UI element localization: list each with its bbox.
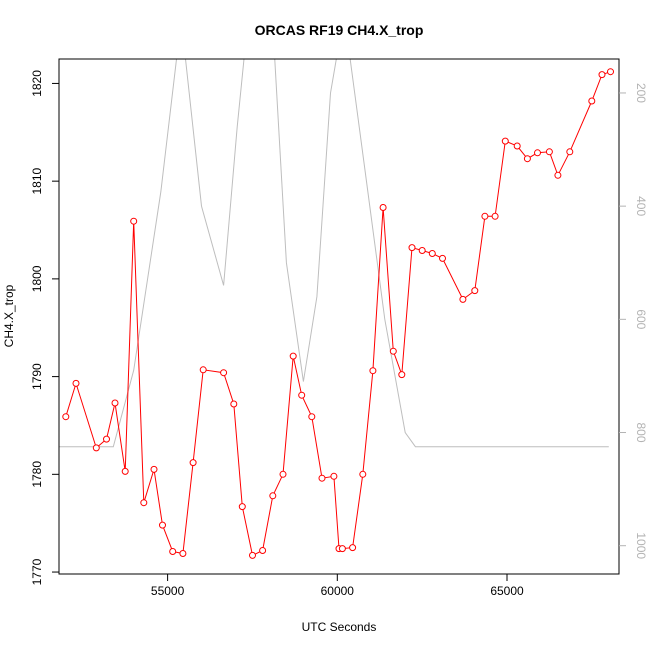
data-point [289,352,297,360]
data-point [72,379,80,387]
y-axis-left: 1770 1780 1790 1800 1810 1820 [30,70,59,585]
data-point [534,149,541,157]
data-point [92,444,100,452]
data-point [103,435,110,443]
data-point [481,212,489,220]
x-axis-label: UTC Seconds [302,620,377,634]
data-point [588,97,596,105]
data-point [418,247,426,254]
data-point [428,250,436,257]
y-tick-label: 1770 [30,558,44,585]
data-point [338,545,346,553]
x-tick-label: 65000 [490,584,524,598]
data-point [238,503,246,511]
y2-tick-label: 800 [634,423,648,443]
data-point [130,217,138,225]
data-point [308,413,316,421]
data-point [121,467,129,475]
data-point [598,71,606,79]
data-point [439,254,446,262]
data-point [523,155,531,163]
data-point [169,548,177,555]
data-point [249,551,256,559]
data-point [140,499,148,507]
data-point [330,472,338,480]
chart-title: ORCAS RF19 CH4.X_trop [255,22,424,38]
y-tick-label: 1800 [30,265,44,292]
data-point [111,399,119,407]
x-axis: 55000 60000 65000 [151,574,524,598]
data-point [379,204,387,211]
data-point [459,295,467,303]
data-point [471,287,479,295]
data-point [369,367,377,375]
data-point [298,391,306,399]
secondary-series-line [59,59,609,448]
y-axis-label: CH4.X_trop [2,284,16,347]
x-tick-label: 55000 [151,584,185,598]
data-point [150,465,158,473]
y-tick-label: 1820 [30,70,44,97]
data-point [230,400,238,408]
primary-series-layer [62,68,614,559]
data-point [179,550,187,557]
x-tick-label: 60000 [321,584,355,598]
data-point [349,544,357,552]
data-point [545,148,553,156]
data-point [189,459,197,467]
data-point [554,171,562,179]
data-point [62,413,70,421]
data-point [199,366,207,374]
data-point [513,142,521,150]
y-tick-label: 1780 [30,461,44,488]
data-point [318,474,326,482]
data-point [398,371,406,379]
secondary-series-layer [59,59,609,448]
primary-series-line [65,71,611,557]
y2-tick-label: 600 [634,309,648,329]
data-point [279,470,287,478]
data-point [259,547,267,554]
data-point [501,137,509,145]
y2-tick-label: 400 [634,196,648,216]
data-point [491,212,499,220]
data-point [389,347,397,355]
data-point [359,470,367,478]
y2-tick-label: 200 [634,83,648,103]
data-point [566,148,574,156]
data-point [408,244,416,252]
plot-frame [58,58,620,575]
y2-tick-label: 1000 [634,532,648,559]
data-point [159,521,166,529]
y-tick-label: 1790 [30,363,44,390]
data-point [607,68,614,76]
data-point [220,369,228,377]
data-point [269,492,277,500]
y-tick-label: 1810 [30,167,44,194]
y-axis-right: 200 400 600 800 1000 [619,83,648,559]
